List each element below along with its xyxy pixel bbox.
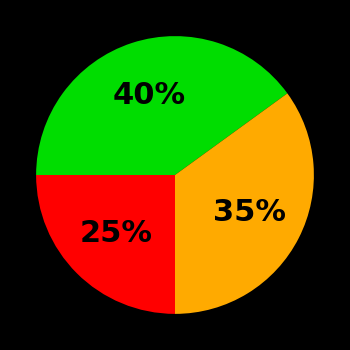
Text: 40%: 40% [113, 81, 186, 110]
Text: 35%: 35% [213, 198, 286, 228]
Wedge shape [175, 93, 314, 314]
Wedge shape [36, 36, 287, 175]
Wedge shape [36, 175, 175, 314]
Text: 25%: 25% [79, 219, 153, 248]
